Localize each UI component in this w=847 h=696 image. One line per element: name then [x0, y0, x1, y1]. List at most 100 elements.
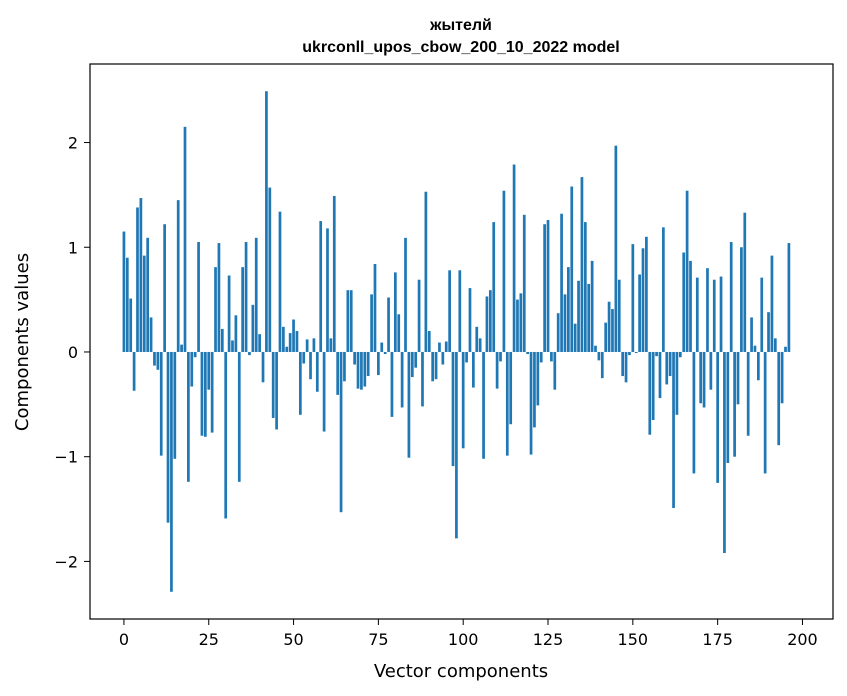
- bar-189: [763, 351, 767, 474]
- bar-12: [163, 224, 166, 352]
- x-tick-label: 175: [702, 630, 733, 649]
- bar-21: [193, 351, 197, 358]
- bar-161: [668, 351, 672, 377]
- bar-62: [332, 195, 336, 352]
- bar-20: [190, 351, 194, 387]
- bar-168: [692, 351, 696, 474]
- bar-194: [780, 351, 784, 404]
- bar-144: [611, 309, 614, 352]
- bar-15: [173, 351, 177, 459]
- bar-152: [638, 274, 641, 352]
- bar-16: [176, 200, 180, 352]
- bar-164: [678, 351, 682, 358]
- x-tick-label: 75: [368, 630, 388, 649]
- bar-196: [787, 243, 791, 352]
- bar-46: [278, 211, 282, 352]
- bar-60: [326, 228, 329, 352]
- bar-88: [421, 351, 424, 407]
- bar-86: [414, 351, 418, 368]
- bar-93: [438, 342, 441, 352]
- bar-6: [142, 255, 146, 352]
- bar-36: [244, 242, 248, 352]
- bar-48: [285, 346, 289, 352]
- bar-41: [261, 351, 265, 383]
- bar-54: [305, 339, 309, 352]
- bar-66: [346, 290, 350, 352]
- bar-106: [482, 351, 485, 459]
- chart-title: жытелй: [429, 17, 492, 34]
- bar-117: [519, 293, 523, 352]
- bar-83: [404, 237, 407, 352]
- bar-80: [393, 272, 397, 352]
- bar-190: [767, 312, 770, 352]
- bar-133: [573, 323, 577, 352]
- bar-142: [604, 322, 608, 352]
- bar-178: [726, 351, 730, 463]
- bar-57: [315, 351, 319, 392]
- bar-56: [312, 338, 316, 352]
- bar-169: [695, 277, 699, 352]
- bar-63: [336, 351, 340, 395]
- bar-2: [129, 298, 133, 352]
- bar-185: [750, 317, 753, 352]
- bar-22: [197, 242, 200, 352]
- bar-176: [719, 276, 723, 352]
- bar-32: [231, 340, 234, 352]
- x-tick-label: 25: [199, 630, 219, 649]
- bar-171: [702, 351, 706, 408]
- bar-74: [373, 264, 377, 352]
- bar-149: [628, 351, 631, 356]
- bar-90: [427, 331, 431, 352]
- y-tick-label: 0: [68, 343, 78, 362]
- bar-109: [492, 222, 496, 352]
- bar-181: [736, 351, 740, 405]
- bar-138: [590, 260, 594, 352]
- bar-27: [214, 267, 217, 352]
- bar-37: [248, 351, 251, 356]
- bar-67: [349, 290, 353, 352]
- bar-155: [648, 351, 652, 435]
- bar-114: [509, 351, 513, 425]
- bar-17: [180, 344, 183, 352]
- bar-154: [645, 236, 648, 352]
- bar-5: [139, 198, 143, 352]
- bar-160: [665, 351, 669, 385]
- bar-30: [224, 351, 228, 519]
- bar-49: [288, 333, 292, 352]
- bar-43: [268, 187, 272, 352]
- bar-107: [485, 296, 489, 352]
- bar-76: [380, 342, 384, 352]
- bar-177: [723, 351, 726, 554]
- bar-129: [560, 213, 563, 352]
- bar-113: [505, 351, 509, 456]
- bar-104: [475, 326, 479, 352]
- x-tick-label: 0: [119, 630, 129, 649]
- bar-10: [156, 351, 160, 370]
- bar-167: [689, 260, 692, 352]
- bar-45: [275, 351, 278, 430]
- bar-95: [444, 341, 448, 352]
- bar-87: [417, 279, 421, 352]
- bar-34: [237, 351, 241, 482]
- bar-182: [740, 247, 743, 352]
- bar-50: [292, 319, 295, 352]
- bar-180: [733, 351, 736, 457]
- bar-130: [563, 294, 567, 352]
- bar-11: [159, 351, 163, 456]
- bar-39: [254, 237, 258, 352]
- bar-123: [539, 351, 543, 363]
- bar-24: [203, 351, 207, 437]
- bar-47: [282, 326, 285, 352]
- bar-120: [529, 351, 533, 455]
- x-axis-label: Vector components: [374, 661, 548, 682]
- bar-13: [166, 351, 170, 523]
- bar-98: [455, 351, 458, 539]
- bar-137: [587, 283, 591, 352]
- bar-70: [360, 351, 363, 390]
- bar-116: [516, 299, 519, 352]
- bar-125: [546, 220, 550, 352]
- bar-159: [662, 227, 665, 352]
- bar-44: [271, 351, 275, 418]
- bar-195: [784, 346, 787, 352]
- bar-103: [472, 351, 475, 388]
